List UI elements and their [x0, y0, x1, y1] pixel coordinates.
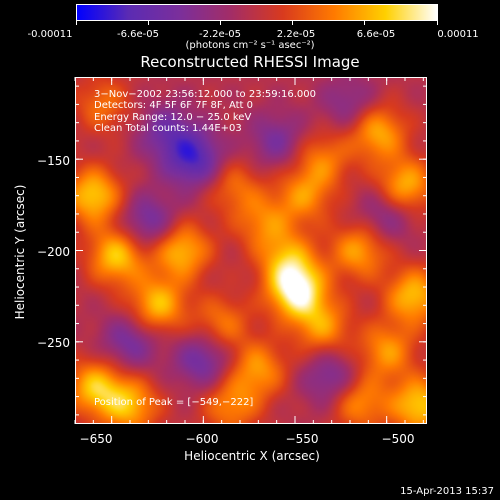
colorbar-tick-label: -2.2e-05 — [199, 29, 241, 40]
annotation-clean-counts: Clean Total counts: 1.44E+03 — [94, 123, 242, 134]
colorbar-tickmark — [220, 21, 221, 25]
plot-frame — [75, 77, 427, 424]
annotation-time-range: 3−Nov−2002 23:56:12.000 to 23:59:16.000 — [94, 89, 317, 100]
y-tick-label: −200 — [37, 245, 70, 259]
heatmap-image — [75, 77, 427, 424]
colorbar-tickmark — [292, 21, 293, 25]
footer-timestamp: 15-Apr-2013 15:37 — [400, 486, 494, 497]
colorbar-tick-label: -0.00011 — [27, 29, 73, 40]
y-tick-label: −250 — [37, 336, 70, 350]
x-tick-label: −500 — [381, 432, 415, 446]
annotation-peak-position: Position of Peak = [−549,−222] — [94, 397, 254, 408]
colorbar-tickmark — [76, 21, 77, 25]
colorbar-tickmark — [364, 21, 365, 25]
colorbar-tick-label: 2.2e-05 — [276, 29, 316, 40]
colorbar — [76, 4, 438, 21]
colorbar-tickmark — [148, 21, 149, 25]
colorbar-tick-label: 6.6e-05 — [356, 29, 396, 40]
chart-title: Reconstructed RHESSI Image — [140, 53, 360, 71]
colorbar-tickmark — [437, 21, 438, 25]
y-axis-label: Heliocentric Y (arcsec) — [13, 184, 27, 320]
x-tick-label: −550 — [285, 432, 319, 446]
x-axis-label: Heliocentric X (arcsec) — [184, 449, 320, 463]
annotation-energy-range: Energy Range: 12.0 − 25.0 keV — [94, 112, 252, 123]
annotation-detectors: Detectors: 4F 5F 6F 7F 8F, Att 0 — [94, 100, 254, 111]
y-tick-label: −150 — [37, 154, 70, 168]
colorbar-tick-label: -6.6e-05 — [117, 29, 159, 40]
colorbar-units: (photons cm⁻² s⁻¹ asec⁻²) — [185, 40, 315, 51]
x-tick-label: −650 — [79, 432, 113, 446]
colorbar-tick-label: 0.00011 — [437, 29, 479, 40]
x-tick-label: −600 — [185, 432, 219, 446]
